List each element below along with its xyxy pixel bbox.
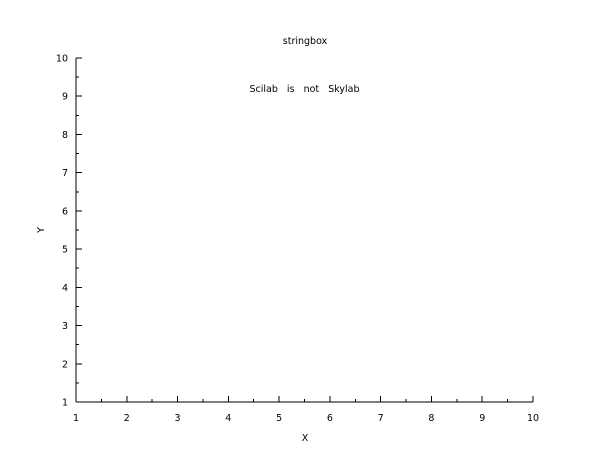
x-tick-label: 1 <box>73 413 79 424</box>
x-tick-label: 3 <box>175 413 181 424</box>
y-tick-label: 5 <box>62 245 68 256</box>
y-tick-labels: 1 2 3 4 5 6 7 8 9 10 <box>56 54 68 409</box>
annotations: Scilab is not Skylab <box>249 84 359 95</box>
y-tick-label: 4 <box>62 283 68 294</box>
x-tick-label: 5 <box>276 413 282 424</box>
x-tick-label: 10 <box>527 413 539 424</box>
y-tick-label: 10 <box>56 54 68 65</box>
y-tick-label: 1 <box>62 398 68 409</box>
x-tick-label: 4 <box>225 413 231 424</box>
axes <box>75 58 533 403</box>
y-tick-label: 7 <box>62 168 68 179</box>
x-axis-label: X <box>302 433 309 444</box>
y-tick-label: 8 <box>62 130 68 141</box>
x-tick-label: 6 <box>327 413 333 424</box>
x-tick-labels: 1 2 3 4 5 6 7 8 9 10 <box>73 413 539 424</box>
y-axis-label: Y <box>36 227 47 234</box>
x-tick-label: 2 <box>124 413 130 424</box>
x-tick-label: 9 <box>479 413 485 424</box>
annotation-text: Scilab is not Skylab <box>249 84 359 95</box>
x-tick-label: 8 <box>428 413 434 424</box>
y-tick-label: 3 <box>62 321 68 332</box>
y-ticks <box>76 57 82 403</box>
x-ticks <box>75 396 534 402</box>
y-tick-label: 9 <box>62 92 68 103</box>
y-tick-label: 2 <box>62 359 68 370</box>
y-tick-label: 6 <box>62 206 68 217</box>
x-tick-label: 7 <box>378 413 384 424</box>
chart-title: stringbox <box>283 36 328 47</box>
